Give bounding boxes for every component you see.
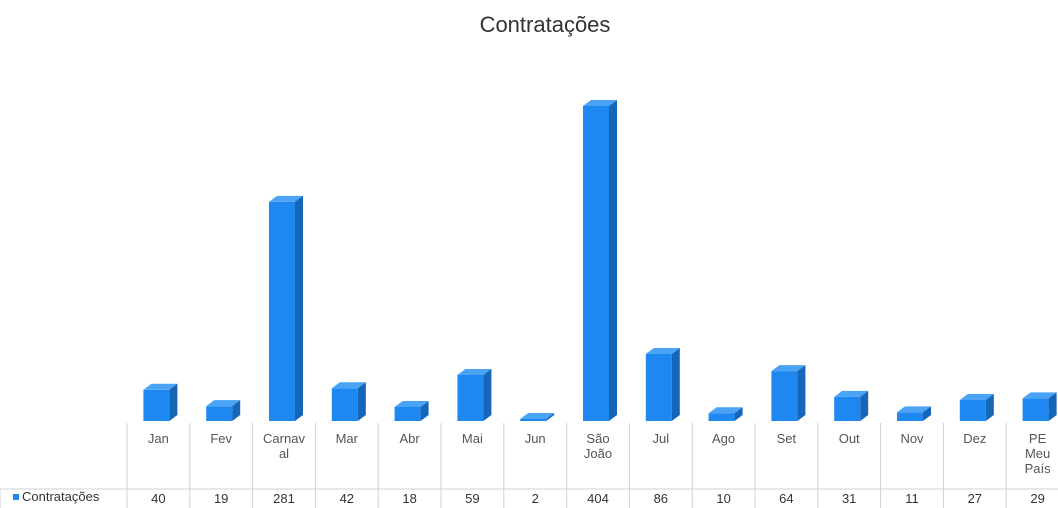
value-label: 59 bbox=[465, 491, 479, 506]
bar-são-joão bbox=[583, 100, 617, 421]
bar-top bbox=[269, 195, 303, 202]
bar-ago bbox=[708, 407, 743, 421]
value-label: 404 bbox=[587, 491, 609, 506]
bar-front bbox=[331, 388, 358, 421]
bar-top bbox=[143, 383, 178, 390]
bar-side bbox=[546, 413, 555, 421]
value-label: 29 bbox=[1030, 491, 1044, 506]
bar-top bbox=[331, 382, 366, 389]
category-label: Dez bbox=[963, 431, 986, 446]
bar-abr bbox=[394, 400, 429, 421]
bar-side bbox=[1048, 392, 1057, 421]
category-label: Out bbox=[839, 431, 860, 446]
bar-front bbox=[1022, 398, 1049, 421]
bar-nov bbox=[897, 406, 931, 421]
bar-jun bbox=[520, 413, 555, 421]
value-label: 27 bbox=[968, 491, 982, 506]
category-label: São João bbox=[584, 431, 612, 461]
bar-side bbox=[232, 400, 241, 421]
bar-side bbox=[923, 406, 931, 421]
legend-swatch bbox=[13, 494, 19, 500]
category-label: Ago bbox=[712, 431, 735, 446]
value-label: 31 bbox=[842, 491, 856, 506]
bar-top bbox=[206, 400, 241, 407]
bar-front bbox=[457, 374, 484, 421]
bar-side bbox=[860, 390, 869, 421]
category-label: Jan bbox=[148, 431, 169, 446]
bar-top bbox=[959, 393, 994, 400]
legend-label: Contratações bbox=[22, 489, 100, 504]
bar-top bbox=[457, 368, 492, 375]
value-label: 42 bbox=[340, 491, 354, 506]
bar-fev bbox=[206, 400, 241, 421]
bar-side bbox=[483, 368, 492, 421]
bar-group bbox=[143, 100, 1057, 421]
bar-front bbox=[897, 412, 923, 421]
bar-dez bbox=[959, 393, 994, 421]
value-label: 19 bbox=[214, 491, 228, 506]
bar-top bbox=[1022, 392, 1057, 399]
bar-carnaval bbox=[269, 195, 303, 421]
bar-front bbox=[708, 413, 735, 421]
value-label: 86 bbox=[654, 491, 668, 506]
category-label: PE Meu País bbox=[1025, 431, 1052, 476]
bar-front bbox=[645, 353, 672, 421]
bar-front bbox=[583, 106, 609, 421]
category-label: Nov bbox=[900, 431, 924, 446]
bar-top bbox=[520, 413, 555, 419]
bar-top bbox=[708, 407, 743, 414]
value-label: 11 bbox=[905, 491, 919, 506]
bar-front bbox=[394, 406, 421, 421]
bar-side bbox=[734, 407, 743, 421]
category-label: Mai bbox=[462, 431, 483, 446]
category-label: Carnav al bbox=[263, 431, 305, 461]
bar-front bbox=[771, 371, 798, 421]
bar-out bbox=[834, 390, 869, 421]
bar-side bbox=[797, 365, 806, 421]
category-label: Fev bbox=[210, 431, 232, 446]
value-label: 18 bbox=[402, 491, 416, 506]
bar-pe-meu-país bbox=[1022, 392, 1057, 421]
bar-jan bbox=[143, 383, 178, 421]
category-label: Set bbox=[777, 431, 797, 446]
bar-side bbox=[985, 393, 994, 421]
bar-front bbox=[143, 389, 170, 421]
bar-top bbox=[645, 347, 680, 354]
bar-top bbox=[834, 390, 869, 397]
value-label: 2 bbox=[532, 491, 539, 506]
bar-top bbox=[583, 100, 617, 106]
data-table: Jan Fev Carnav al Mar Abr Mai Jun São João Jul Ago S… bbox=[0, 423, 1058, 508]
bar-front bbox=[520, 419, 547, 421]
value-label: 64 bbox=[779, 491, 793, 506]
category-label: Jun bbox=[525, 431, 546, 446]
bar-set bbox=[771, 365, 806, 421]
bar-top bbox=[771, 365, 806, 372]
value-label: 281 bbox=[273, 491, 295, 506]
bar-jul bbox=[645, 347, 680, 421]
bar-front bbox=[269, 201, 295, 421]
category-label: Abr bbox=[399, 431, 420, 446]
bar-side bbox=[420, 400, 429, 421]
bar-side bbox=[609, 100, 617, 421]
bar-side bbox=[671, 347, 680, 421]
bar-top bbox=[394, 400, 429, 407]
bar-top bbox=[897, 406, 931, 413]
bar-front bbox=[834, 396, 861, 421]
category-label: Mar bbox=[336, 431, 359, 446]
chart-title: Contratações bbox=[479, 12, 611, 37]
bar-front bbox=[206, 406, 233, 421]
bar-side bbox=[357, 382, 366, 421]
value-label: 10 bbox=[716, 491, 730, 506]
value-label: 40 bbox=[151, 491, 165, 506]
bar-mai bbox=[457, 368, 492, 421]
bar-mar bbox=[331, 382, 366, 421]
bar-front bbox=[959, 399, 986, 421]
bar-side bbox=[169, 383, 178, 421]
bar-side bbox=[295, 195, 303, 421]
category-label: Jul bbox=[652, 431, 669, 446]
